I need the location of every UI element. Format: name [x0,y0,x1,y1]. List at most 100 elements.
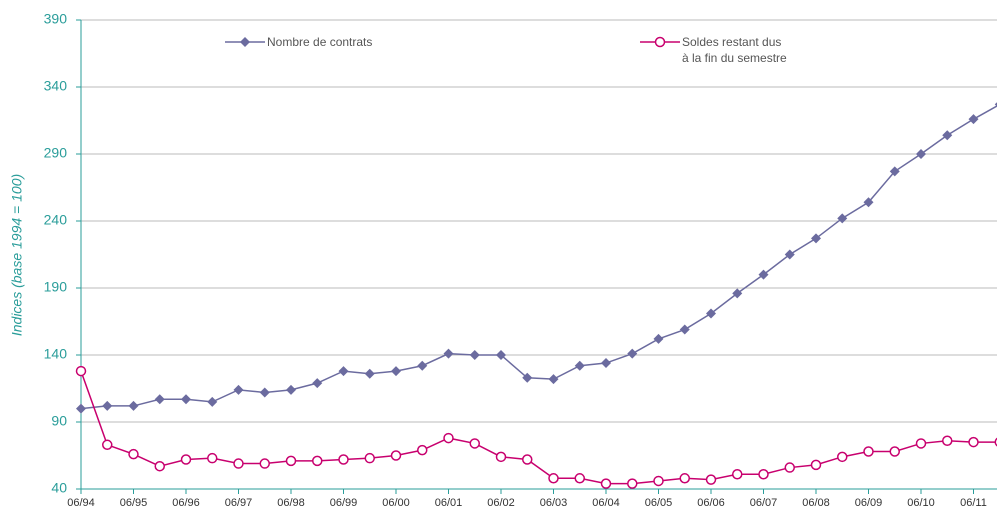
point [417,360,428,371]
point [181,394,191,405]
point [76,403,86,414]
series-line [80,105,997,410]
x-tick-label: 06/05 [645,497,673,509]
point [443,432,454,444]
point [338,454,349,465]
x-tick-label: 06/99 [330,497,358,509]
point [653,475,664,487]
point [128,400,139,411]
x-tick-label: 06/10 [907,497,935,509]
point [469,438,480,449]
point [784,462,795,473]
series-line [80,370,997,485]
point [837,213,848,224]
point [180,454,192,465]
point [285,455,297,467]
point [916,149,926,159]
point [968,436,979,448]
point [548,473,559,484]
point [627,478,638,489]
point [784,249,795,260]
point [417,444,428,456]
x-tick-label: 06/98 [277,497,305,509]
point [496,350,506,360]
point [863,446,874,457]
y-tick-label: 240 [44,212,68,228]
point [240,37,250,47]
point [942,435,953,447]
y-tick-label: 190 [44,279,68,295]
point [732,288,743,299]
point [706,308,716,319]
x-tick-label: 06/09 [855,497,883,509]
x-tick-label: 06/11 [960,497,987,509]
point [259,458,270,469]
point [601,358,611,369]
point [654,36,666,48]
x-tick-label: 06/95 [120,497,148,509]
point [154,394,165,405]
point [705,474,717,485]
point [915,438,927,449]
x-tick-label: 06/96 [172,497,200,509]
point [548,374,559,385]
point [994,102,997,107]
point [574,360,585,371]
point [811,233,821,244]
legend-label: Nombre de contrats [267,35,373,49]
point [679,324,690,335]
point [495,451,507,463]
point [312,455,323,467]
point [390,450,402,461]
y-axis-label: Indices (base 1994 = 100) [9,174,25,336]
point [364,368,375,379]
point [312,378,323,389]
point [128,448,139,460]
point [653,333,664,344]
point [522,372,533,383]
x-tick-label: 06/03 [540,497,568,509]
point [889,446,900,457]
point [758,469,769,480]
point [443,348,454,359]
point [154,460,165,472]
point [810,459,822,471]
point [391,366,401,377]
point [233,384,244,395]
point [364,452,375,464]
point [233,458,244,469]
point [758,269,769,280]
point [863,197,874,208]
x-tick-label: 06/08 [802,497,830,509]
x-tick-label: 06/07 [750,497,778,509]
point [75,365,87,377]
point [207,452,218,464]
x-tick-label: 06/01 [435,497,463,509]
point [574,473,585,484]
point [627,348,638,359]
x-tick-label: 06/02 [487,497,515,509]
point [837,451,848,463]
point [469,350,480,360]
x-tick-label: 06/00 [382,497,410,509]
y-tick-label: 90 [51,413,67,429]
point [889,166,900,177]
x-tick-label: 06/97 [225,497,253,509]
point [102,439,113,451]
y-tick-label: 390 [44,11,68,27]
point [286,384,296,395]
y-tick-label: 290 [44,145,68,161]
plot [75,102,997,489]
point [968,114,979,125]
point [338,366,349,377]
point [259,387,270,398]
y-tick-label: 40 [51,480,67,496]
point [207,396,218,407]
y-tick-label: 340 [44,78,68,94]
x-tick-label: 06/94 [67,497,95,509]
x-tick-label: 06/04 [592,497,620,509]
point [679,473,690,484]
legend-label: Soldes restant dus à la fin du semestre [682,35,787,65]
point [522,454,533,465]
